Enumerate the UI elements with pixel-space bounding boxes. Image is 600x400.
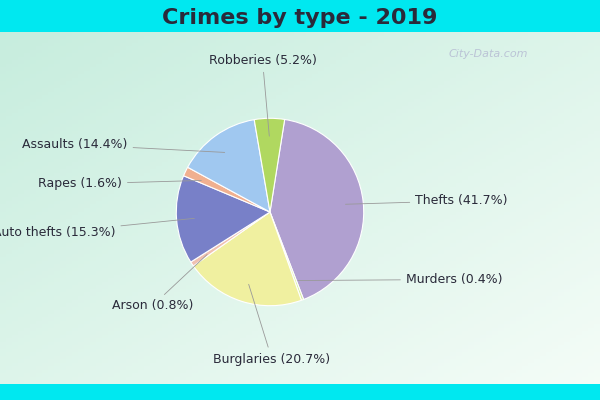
Wedge shape: [270, 212, 304, 300]
Text: Robberies (5.2%): Robberies (5.2%): [209, 54, 316, 136]
Text: Assaults (14.4%): Assaults (14.4%): [22, 138, 224, 152]
Text: Burglaries (20.7%): Burglaries (20.7%): [214, 284, 331, 366]
Text: Arson (0.8%): Arson (0.8%): [112, 254, 207, 312]
Wedge shape: [254, 118, 284, 212]
Text: Rapes (1.6%): Rapes (1.6%): [38, 177, 202, 190]
Text: Murders (0.4%): Murders (0.4%): [298, 273, 502, 286]
Text: Thefts (41.7%): Thefts (41.7%): [346, 194, 508, 207]
Text: Auto thefts (15.3%): Auto thefts (15.3%): [0, 218, 194, 239]
Wedge shape: [184, 167, 270, 212]
Wedge shape: [191, 212, 270, 266]
Text: Crimes by type - 2019: Crimes by type - 2019: [163, 8, 437, 28]
Wedge shape: [193, 212, 301, 306]
Wedge shape: [188, 120, 270, 212]
Text: City-Data.com: City-Data.com: [449, 49, 528, 59]
Wedge shape: [270, 120, 364, 300]
Wedge shape: [176, 176, 270, 262]
